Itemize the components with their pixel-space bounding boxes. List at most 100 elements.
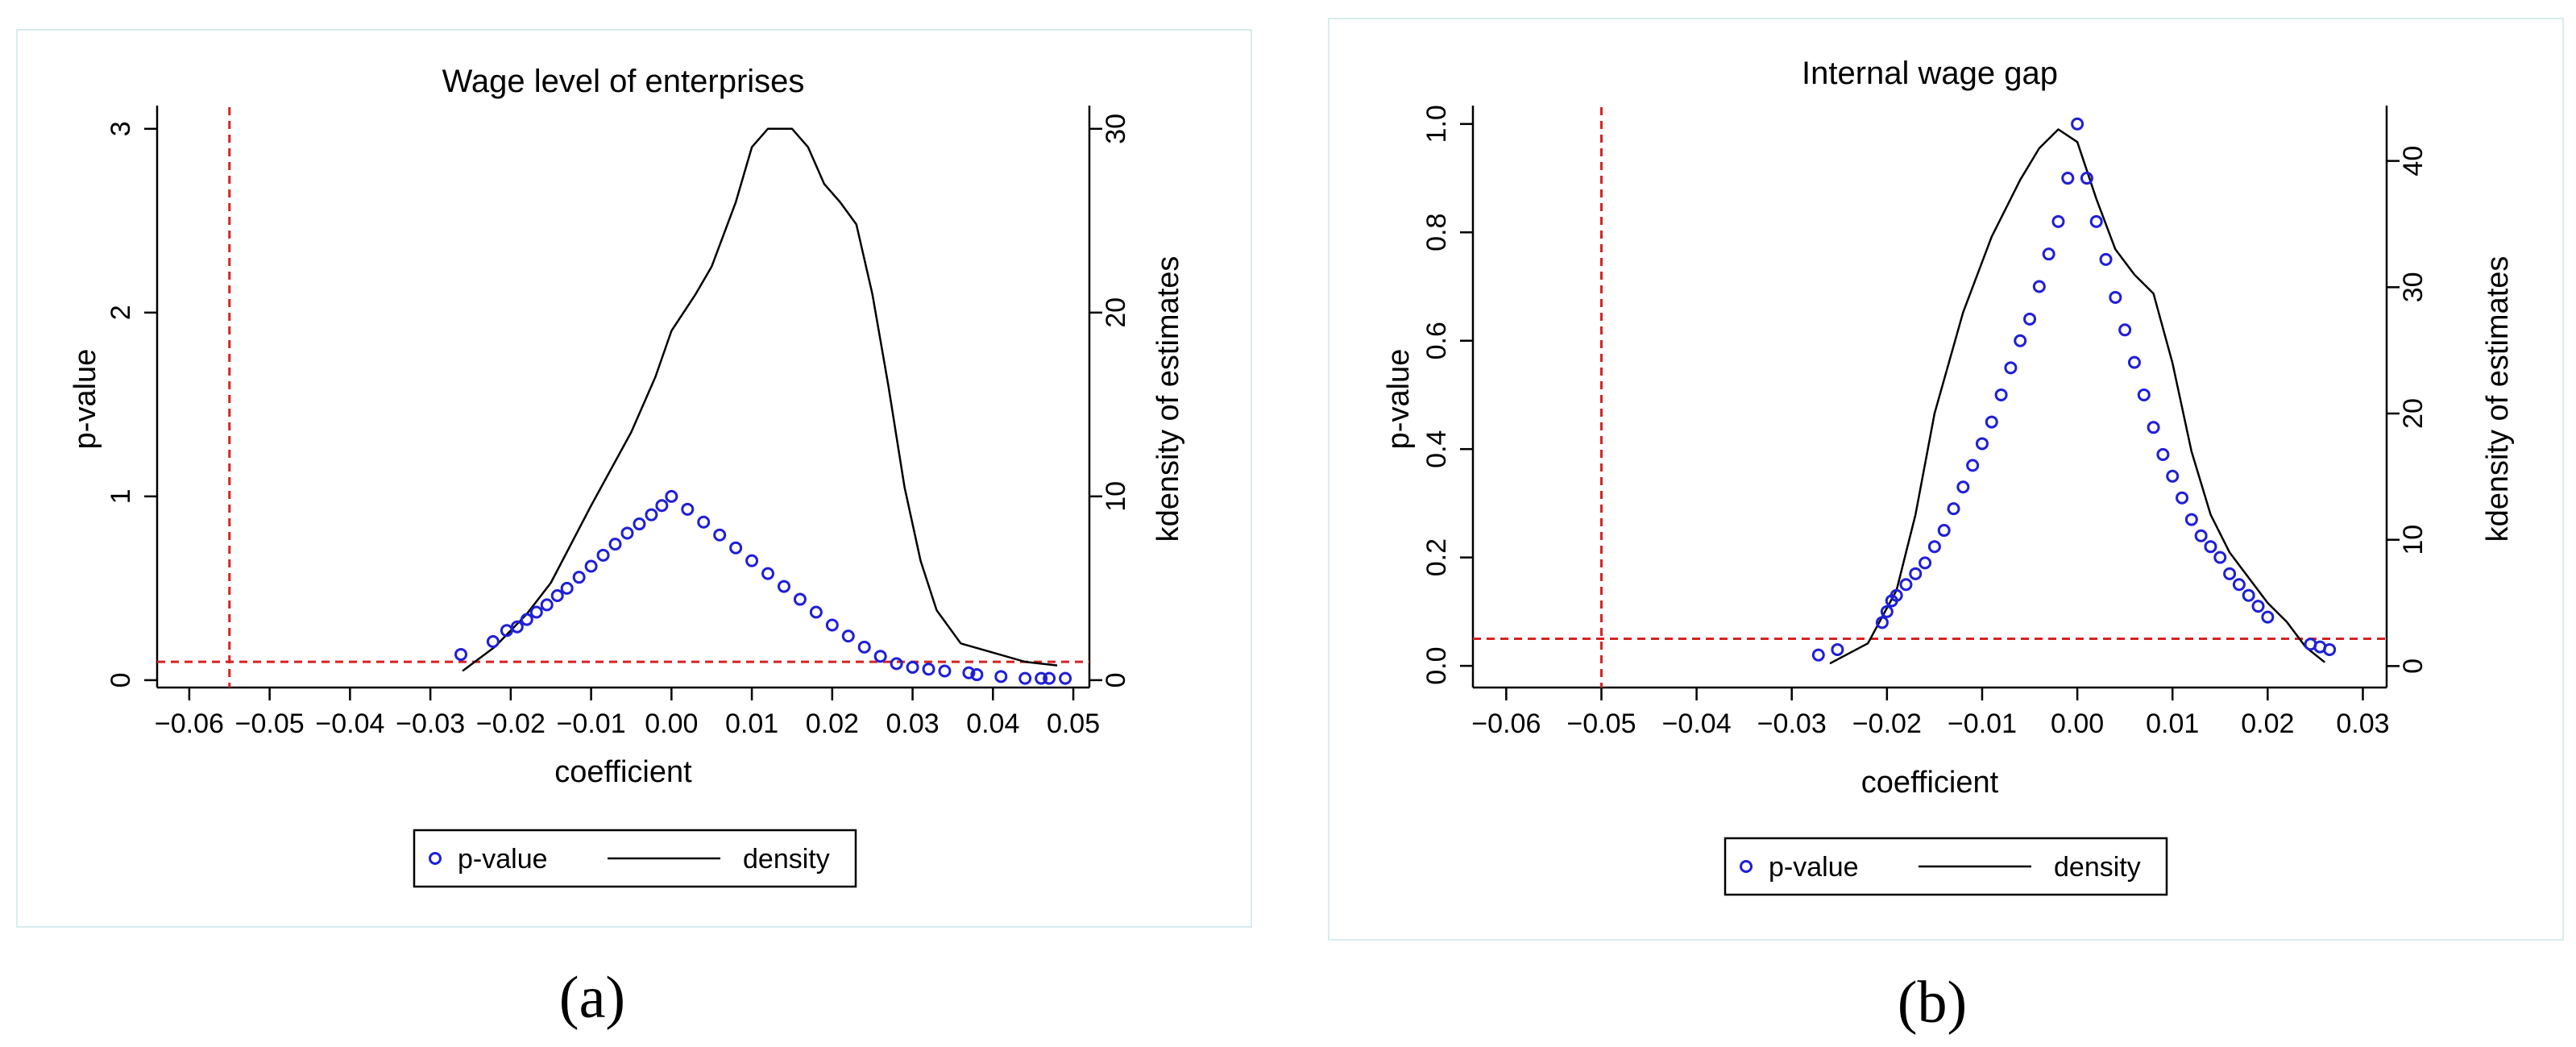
y-axis-title-b: p-value <box>1382 349 1416 450</box>
y-tick-label-b: 0.2 <box>1421 538 1452 576</box>
y-tick-label-a: 3 <box>106 121 136 136</box>
x-tick-label-a: 0.03 <box>886 708 939 739</box>
pvalue-point-b <box>2213 551 2227 564</box>
chart-title-b: Internal wage gap <box>1802 56 2058 91</box>
pvalue-point-a <box>560 581 574 595</box>
x-tick-label-b: 0.02 <box>2241 708 2294 739</box>
pvalue-point-b <box>2051 214 2065 228</box>
pvalue-point-b <box>1811 648 1825 662</box>
y2-tick-label-b: 10 <box>2398 525 2429 555</box>
pvalue-point-b <box>2127 355 2141 369</box>
pvalue-point-a <box>938 664 952 678</box>
pvalue-point-b <box>2242 588 2255 602</box>
pvalue-point-b <box>2223 567 2237 580</box>
y-tick-label-a: 2 <box>106 305 136 320</box>
panel-label-a: (a) <box>559 965 625 1031</box>
pvalue-point-a <box>890 657 903 671</box>
pvalue-point-a <box>645 508 658 521</box>
pvalue-point-b <box>1919 556 1932 570</box>
pvalue-point-b <box>2042 247 2055 261</box>
pvalue-point-b <box>1880 605 1894 618</box>
x-tick-label-a: 0.01 <box>725 708 778 739</box>
y2-tick-label-b: 0 <box>2398 659 2429 674</box>
pvalue-point-a <box>529 605 543 619</box>
pvalue-point-b <box>2323 642 2337 656</box>
pvalue-point-a <box>584 559 598 573</box>
pvalue-point-b <box>1985 415 1998 429</box>
y2-tick-label-b: 30 <box>2398 272 2429 302</box>
pvalue-point-b <box>2166 469 2180 483</box>
pvalue-point-b <box>2156 447 2170 461</box>
pvalue-point-a <box>520 613 533 626</box>
pvalue-point-b <box>2032 280 2046 293</box>
pvalue-point-a <box>922 663 935 676</box>
y-axis-title-a: p-value <box>68 349 102 450</box>
x-axis-title-b: coefficient <box>1861 766 1999 800</box>
y-tick-label-a: 0 <box>106 672 136 688</box>
pvalue-point-a <box>777 580 790 593</box>
x-tick-label-a: −0.05 <box>235 708 305 739</box>
legend-density-label-a: density <box>743 844 830 875</box>
pvalue-point-b <box>1966 459 1980 472</box>
pvalue-point-a <box>633 517 646 531</box>
x-tick-label-b: −0.06 <box>1471 708 1541 739</box>
pvalue-point-b <box>2137 388 2151 401</box>
pvalue-point-a <box>1018 671 1032 685</box>
x-tick-label-a: 0.04 <box>966 708 1019 739</box>
pvalue-point-b <box>1927 540 1941 554</box>
legend-pvalue-label-b: p-value <box>1769 852 1859 883</box>
pvalue-point-a <box>873 650 887 663</box>
pvalue-point-b <box>2204 540 2217 554</box>
pvalue-point-a <box>906 660 919 674</box>
pvalue-point-a <box>1035 671 1048 685</box>
pvalue-point-b <box>1994 388 2008 401</box>
density-line-b <box>1829 128 2325 665</box>
panel-a-frame <box>16 29 1252 928</box>
pvalue-point-b <box>2194 529 2208 542</box>
pvalue-point-b <box>2118 323 2132 337</box>
pvalue-point-b <box>2071 117 2084 131</box>
y2-tick-label-a: 10 <box>1101 481 1131 512</box>
x-tick-label-a: −0.06 <box>155 708 224 739</box>
pvalue-point-b <box>1889 588 1903 602</box>
pvalue-point-b <box>2004 361 2018 375</box>
pvalue-point-b <box>2251 600 2265 613</box>
pvalue-point-b <box>1975 437 1989 451</box>
x-tick-label-b: 0.00 <box>2051 708 2104 739</box>
pvalue-point-b <box>2232 578 2246 592</box>
pvalue-point-a <box>697 515 711 529</box>
pvalue-point-b <box>2023 312 2037 326</box>
pvalue-point-a <box>761 567 775 580</box>
pvalue-point-a <box>572 571 586 584</box>
pvalue-point-a <box>540 598 554 612</box>
x-tick-label-a: 0.02 <box>806 708 859 739</box>
y-tick-label-b: 0.8 <box>1421 214 1452 251</box>
x-tick-label-a: −0.01 <box>557 708 626 739</box>
y2-tick-label-b: 20 <box>2398 398 2429 429</box>
y-tick-label-b: 0.4 <box>1421 430 1452 468</box>
pvalue-point-a <box>970 668 984 682</box>
pvalue-point-b <box>2109 290 2122 304</box>
pvalue-point-b <box>2089 214 2103 228</box>
pvalue-point-b <box>2147 421 2160 434</box>
legend-density-label-b: density <box>2054 852 2141 883</box>
pvalue-point-a <box>681 502 695 516</box>
chart-title-a: Wage level of enterprises <box>442 64 805 99</box>
panel-b-frame <box>1328 18 2564 941</box>
pvalue-point-a <box>994 670 1008 683</box>
pvalue-point-a <box>608 538 622 551</box>
pvalue-point-a <box>729 541 743 555</box>
pvalue-point-a <box>510 620 524 634</box>
pvalue-point-b <box>1947 502 1960 516</box>
pvalue-point-a <box>793 592 807 606</box>
pvalue-point-a <box>1059 671 1072 685</box>
y2-axis-title-a: kdensity of estimates <box>1151 256 1185 542</box>
pvalue-point-a <box>857 640 871 654</box>
legend-pvalue-marker-b <box>1740 860 1753 873</box>
pvalue-point-b <box>2176 491 2189 505</box>
pvalue-point-b <box>2184 513 2198 526</box>
pvalue-point-a <box>620 526 634 540</box>
pvalue-point-b <box>1875 616 1889 629</box>
y2-tick-label-a: 0 <box>1101 672 1131 688</box>
